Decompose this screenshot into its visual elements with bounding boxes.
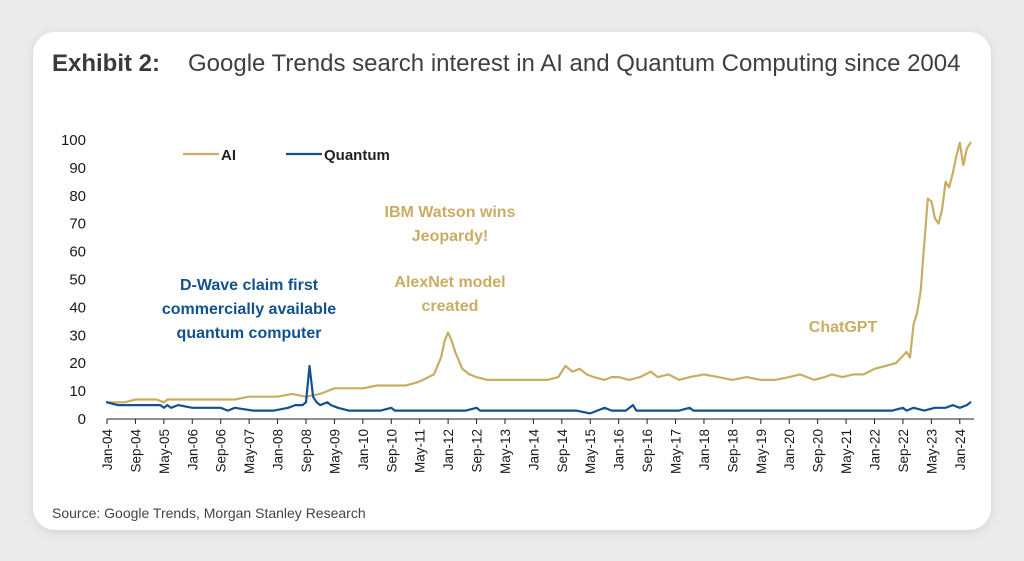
annotation-label: IBM Watson wins Jeopardy! bbox=[385, 204, 516, 245]
y-tick-label: 60 bbox=[69, 244, 86, 261]
y-tick-label: 100 bbox=[61, 132, 86, 149]
x-tick-label: May-05 bbox=[157, 429, 172, 474]
x-tick-label: Jan-14 bbox=[526, 429, 541, 471]
legend-label-ai: AI bbox=[221, 147, 236, 164]
exhibit-card bbox=[33, 32, 991, 530]
series-line-ai bbox=[105, 141, 972, 404]
y-tick-label: 70 bbox=[69, 216, 86, 233]
x-tick-label: Jan-24 bbox=[953, 429, 968, 471]
x-tick-label: Sep-20 bbox=[811, 429, 826, 473]
x-tick-label: Sep-12 bbox=[470, 429, 485, 473]
y-tick-label: 0 bbox=[78, 411, 86, 428]
x-tick-label: May-17 bbox=[669, 429, 684, 474]
x-tick-label: Jan-12 bbox=[441, 429, 456, 470]
y-tick-label: 20 bbox=[69, 355, 86, 372]
x-tick-label: Jan-22 bbox=[868, 429, 883, 470]
y-tick-label: 10 bbox=[69, 383, 86, 400]
series-line-quantum bbox=[105, 364, 972, 415]
x-tick-label: May-15 bbox=[583, 429, 598, 474]
exhibit-label: Exhibit 2: bbox=[52, 50, 161, 77]
x-tick-label: Sep-14 bbox=[555, 429, 570, 473]
x-tick-label: Sep-22 bbox=[896, 429, 911, 473]
annotation-label: ChatGPT bbox=[809, 319, 878, 336]
annotation-label: AlexNet model created bbox=[394, 274, 505, 315]
chart-title: Exhibit 2: Google Trends search interest … bbox=[52, 44, 972, 84]
x-tick-label: May-21 bbox=[839, 429, 854, 474]
x-tick-label: Jan-04 bbox=[100, 429, 115, 471]
x-tick-label: May-07 bbox=[242, 429, 257, 474]
y-tick-label: 90 bbox=[69, 160, 86, 177]
y-tick-label: 30 bbox=[69, 327, 86, 344]
x-tick-label: Jan-18 bbox=[697, 429, 712, 470]
x-tick-label: Sep-06 bbox=[214, 429, 229, 473]
exhibit-title: Google Trends search interest in AI and … bbox=[188, 50, 961, 77]
annotation-label: D-Wave claim first commercially available… bbox=[162, 277, 336, 342]
x-tick-label: May-23 bbox=[924, 429, 939, 474]
x-tick-label: May-09 bbox=[327, 429, 342, 474]
x-tick-label: May-11 bbox=[413, 429, 428, 473]
x-tick-label: Sep-04 bbox=[128, 429, 143, 473]
y-tick-label: 40 bbox=[69, 299, 86, 316]
x-tick-label: Sep-08 bbox=[299, 429, 314, 473]
x-tick-label: Jan-16 bbox=[612, 429, 627, 470]
source-note: Source: Google Trends, Morgan Stanley Re… bbox=[52, 505, 366, 521]
y-tick-label: 80 bbox=[69, 188, 86, 205]
x-tick-label: Jan-08 bbox=[271, 429, 286, 470]
x-tick-label: Sep-10 bbox=[384, 429, 399, 473]
x-tick-label: Sep-16 bbox=[640, 429, 655, 473]
x-tick-label: Jan-06 bbox=[185, 429, 200, 470]
legend-label-quantum: Quantum bbox=[324, 147, 390, 164]
x-tick-label: May-19 bbox=[754, 429, 769, 474]
x-tick-label: May-13 bbox=[498, 429, 513, 474]
x-tick-label: Jan-20 bbox=[782, 429, 797, 470]
x-tick-label: Sep-18 bbox=[725, 429, 740, 473]
y-tick-label: 50 bbox=[69, 272, 86, 289]
x-tick-label: Jan-10 bbox=[356, 429, 371, 470]
